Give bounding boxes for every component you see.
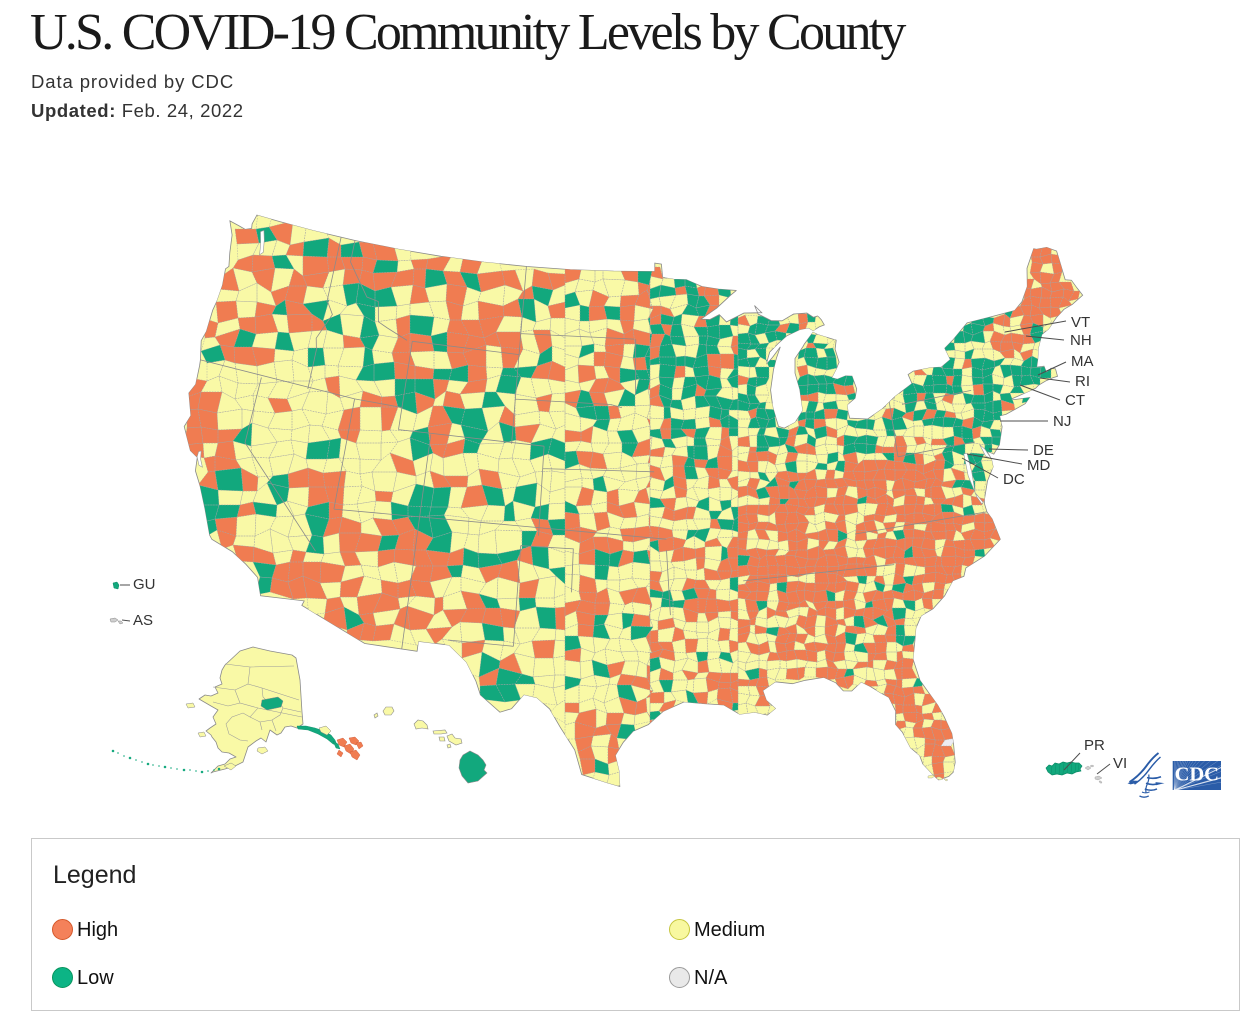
svg-text:VI: VI <box>1113 755 1127 772</box>
svg-text:CDC: CDC <box>1175 764 1219 786</box>
svg-text:VT: VT <box>1071 314 1090 331</box>
svg-text:NH: NH <box>1070 332 1092 349</box>
svg-text:NJ: NJ <box>1053 413 1071 430</box>
svg-text:MA: MA <box>1071 353 1094 370</box>
svg-text:DC: DC <box>1003 471 1025 488</box>
svg-text:MD: MD <box>1027 457 1050 474</box>
svg-text:GU: GU <box>133 576 156 593</box>
svg-text:CT: CT <box>1065 392 1085 409</box>
svg-text:AS: AS <box>133 612 153 629</box>
svg-text:PR: PR <box>1084 737 1105 754</box>
svg-text:DE: DE <box>1033 442 1054 459</box>
svg-text:RI: RI <box>1075 373 1090 390</box>
